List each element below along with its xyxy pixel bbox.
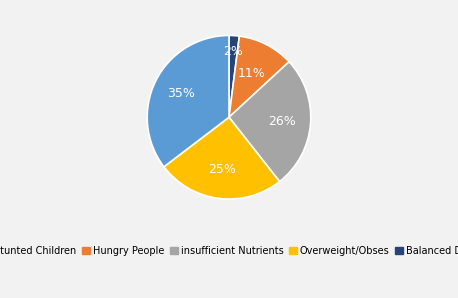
- Wedge shape: [164, 117, 279, 199]
- Wedge shape: [229, 35, 240, 117]
- Text: 35%: 35%: [168, 87, 195, 100]
- Text: 11%: 11%: [238, 67, 265, 80]
- Text: 26%: 26%: [268, 115, 296, 128]
- Text: 25%: 25%: [208, 164, 236, 176]
- Wedge shape: [229, 36, 289, 117]
- Wedge shape: [147, 35, 229, 167]
- Legend: Stunted Children, Hungry People, insufficient Nutrients, Overweight/Obses, Balan: Stunted Children, Hungry People, insuffi…: [0, 242, 458, 260]
- Wedge shape: [229, 62, 311, 181]
- Text: 2%: 2%: [223, 45, 243, 58]
